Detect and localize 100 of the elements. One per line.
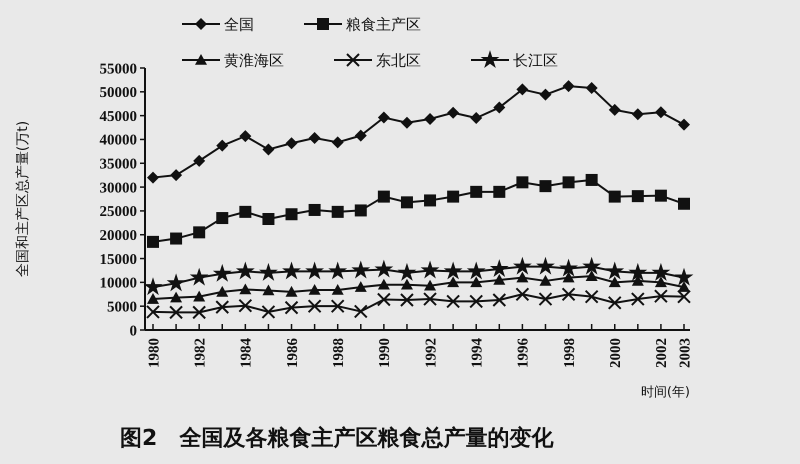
point <box>512 256 532 275</box>
point <box>354 304 368 318</box>
point <box>420 260 440 278</box>
point <box>562 80 575 92</box>
point <box>216 212 228 224</box>
point <box>630 292 645 306</box>
point <box>652 262 670 281</box>
point <box>608 104 621 116</box>
point <box>466 262 486 280</box>
y-tick-label: 0 <box>130 323 137 340</box>
point <box>170 169 182 182</box>
point <box>400 196 413 208</box>
point <box>424 194 436 206</box>
point <box>654 106 667 118</box>
point <box>192 305 206 320</box>
point <box>400 278 413 290</box>
point <box>286 208 298 220</box>
point <box>608 276 621 288</box>
point <box>444 262 463 280</box>
point <box>216 140 228 152</box>
point <box>212 264 232 282</box>
point <box>193 290 206 302</box>
x-tick-label: 1984 <box>238 338 255 368</box>
point <box>259 262 278 281</box>
x-tick-label: 1996 <box>516 338 532 368</box>
point <box>332 136 344 148</box>
point <box>678 198 690 210</box>
point <box>582 256 602 275</box>
point <box>632 190 644 202</box>
point <box>423 292 438 306</box>
x-tick-label: 1994 <box>469 338 486 368</box>
text: 图2 全国及各粮食主产区粮食总产量的变化 <box>120 425 554 451</box>
x-axis-title: 时间(年) <box>640 385 690 400</box>
x-tick-label: 1998 <box>562 338 578 368</box>
point <box>147 293 159 304</box>
point <box>538 292 552 306</box>
point <box>262 143 274 156</box>
point <box>424 280 436 290</box>
point <box>239 284 252 294</box>
point <box>398 262 416 281</box>
x-tick-label: 2002 <box>654 338 670 368</box>
point <box>193 154 206 167</box>
point <box>374 260 394 278</box>
point <box>378 278 390 290</box>
point <box>608 190 621 203</box>
x-tick-label: 1982 <box>192 338 208 368</box>
legend-label: 粮食主产区 <box>346 15 421 34</box>
y-axis-title: 全国和主产区总产量(万t) <box>14 120 31 278</box>
point <box>674 268 694 286</box>
point <box>144 277 162 296</box>
point <box>447 106 460 119</box>
point <box>678 118 690 131</box>
point <box>562 176 575 188</box>
point <box>308 284 321 295</box>
y-tick-label: 35000 <box>100 156 137 173</box>
point <box>190 268 209 286</box>
x-tick-label: 1992 <box>423 338 440 368</box>
point <box>516 272 528 282</box>
point <box>447 190 460 203</box>
point <box>493 102 506 114</box>
point <box>446 294 460 308</box>
point <box>586 270 598 281</box>
x-tick-label: 1990 <box>377 338 394 368</box>
point <box>305 262 324 280</box>
point <box>332 284 344 295</box>
point <box>490 259 509 278</box>
point <box>236 262 255 280</box>
point <box>351 260 370 278</box>
point <box>586 174 598 186</box>
x-tick-label: 1988 <box>330 338 347 368</box>
point <box>400 116 413 129</box>
point <box>516 176 528 188</box>
point <box>493 186 506 198</box>
legend-label: 全国 <box>224 15 254 34</box>
point <box>447 276 460 288</box>
y-tick-label: 40000 <box>100 132 137 149</box>
y-tick-label: 55000 <box>100 61 137 78</box>
point <box>354 281 367 292</box>
point <box>147 172 159 184</box>
point <box>378 112 390 124</box>
point <box>284 300 299 315</box>
point <box>332 206 344 218</box>
point <box>584 290 599 304</box>
point <box>308 132 321 144</box>
point <box>286 286 298 297</box>
y-tick-label: 45000 <box>100 108 137 125</box>
point <box>605 262 624 280</box>
point <box>328 262 348 280</box>
point <box>516 83 528 96</box>
point <box>469 294 484 308</box>
point <box>539 180 552 192</box>
point <box>536 256 555 275</box>
point <box>470 112 482 124</box>
point <box>170 232 182 245</box>
point <box>654 276 667 288</box>
point <box>261 304 276 319</box>
legend-label: 长江区 <box>513 51 558 70</box>
point <box>286 137 298 150</box>
point <box>378 190 390 203</box>
x-tick-label: 2003 <box>677 338 694 368</box>
